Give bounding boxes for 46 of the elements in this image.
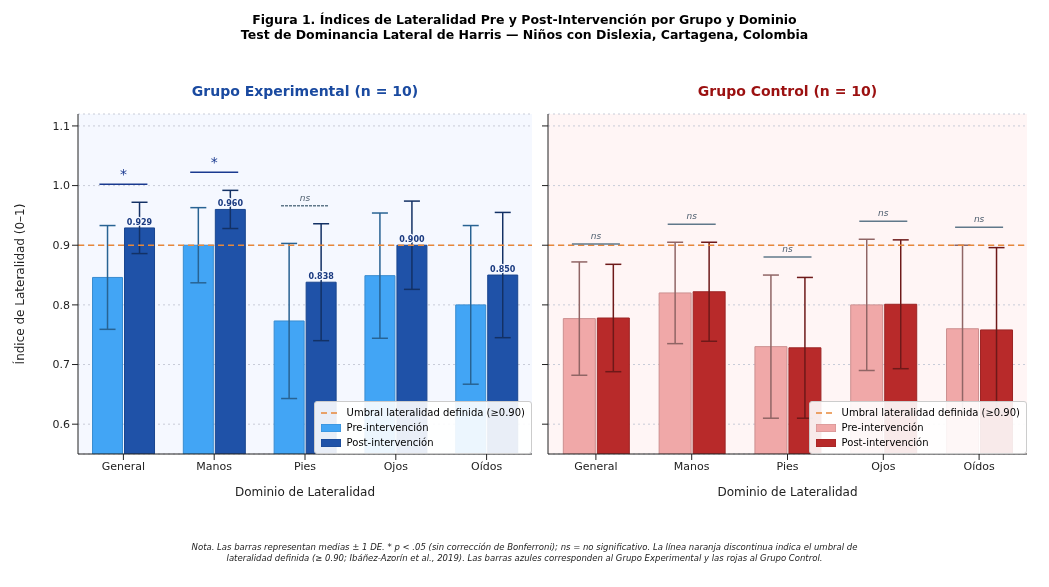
legend-label: Pre-intervención xyxy=(346,421,429,435)
significance-bracket: ns xyxy=(571,230,621,245)
chart-title: Grupo Control (n = 10) xyxy=(697,83,878,99)
x-axis-title: Dominio de Lateralidad xyxy=(717,485,858,499)
legend-label: Post-intervención xyxy=(841,436,929,450)
y-tick-label: 1.1 xyxy=(52,119,70,133)
legend-label: Umbral lateralidad definida (≥0.90) xyxy=(346,406,525,420)
x-tick-label: Ojos xyxy=(871,459,896,473)
significance-bracket: ns xyxy=(762,244,813,258)
significance-bracket: ns xyxy=(280,192,330,207)
text: Test de Dominancia Lateral de Harris — Niños con Dislexia, Cartagena, Colombia xyxy=(239,27,810,42)
x-axis-title: Dominio de Lateralidad xyxy=(234,485,376,499)
x-tick-label: Manos xyxy=(196,459,233,473)
chart-title: Grupo Experimental (n = 10) xyxy=(191,83,419,99)
significance-bracket: * xyxy=(189,154,239,174)
y-tick-label: 0.7 xyxy=(52,358,70,372)
y-tick-label: 0.6 xyxy=(52,418,70,432)
x-tick-label: Manos xyxy=(673,459,710,473)
annotation: ns xyxy=(686,211,698,222)
x-tick-label: General xyxy=(574,459,618,473)
legend-label: Post-intervención xyxy=(346,436,434,450)
y-tick-label: 0.8 xyxy=(52,298,70,312)
x-tick-label: General xyxy=(101,459,146,473)
x-tick-label: Pies xyxy=(776,459,799,473)
significance-bracket: ns xyxy=(954,214,1004,228)
y-axis-title: Índice de Lateralidad (0–1) xyxy=(12,203,28,365)
x-tick-label: Ojos xyxy=(383,459,409,473)
significance-bracket: ns xyxy=(666,211,717,225)
annotation: ns xyxy=(878,208,889,219)
text: Nota. Las barras representan medias ± 1 DE. * p < .05 (sin corrección de Bonferroni); ns = no significativo. La línea naranja discontinua indica el umbral de lateralidad definida (≥ 0.90; Ibáñez-Azorín et al., 2019). Las barras azules corresponden al Grupo Experimental y las rojas al Grupo Control. xyxy=(190,542,859,564)
significance-bracket: * xyxy=(98,166,149,186)
annotation: ns xyxy=(973,214,985,225)
x-tick-label: Pies xyxy=(294,459,317,473)
significance-bracket: ns xyxy=(858,208,909,222)
annotation: ns xyxy=(299,192,311,203)
legend-label: Umbral lateralidad definida (≥0.90) xyxy=(841,406,1020,420)
legend-label: Pre-intervención xyxy=(841,421,924,435)
x-tick-label: Oídos xyxy=(471,459,503,473)
annotation: * xyxy=(119,166,127,183)
y-tick-label: 1.0 xyxy=(52,179,70,193)
annotation: ns xyxy=(590,230,602,241)
text: Figura 1. Índices de Lateralidad Pre y Post-Intervención por Grupo y Dominio xyxy=(251,12,798,27)
x-tick-label: Oídos xyxy=(963,459,995,473)
annotation: ns xyxy=(782,244,793,255)
annotation: * xyxy=(210,154,218,171)
y-tick-label: 0.9 xyxy=(52,239,70,253)
